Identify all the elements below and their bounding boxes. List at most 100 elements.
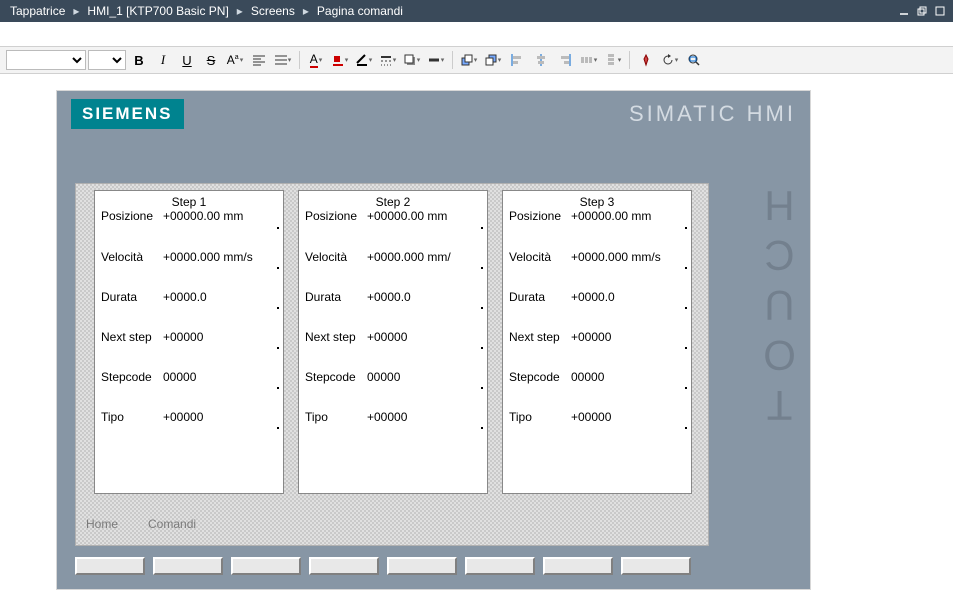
breadcrumb-item[interactable]: Pagina comandi	[313, 4, 407, 18]
align-objects-center-button[interactable]	[530, 49, 552, 71]
font-family-select[interactable]	[6, 50, 86, 70]
field-value[interactable]: 00000	[159, 370, 277, 384]
breadcrumb-item[interactable]: Screens	[247, 4, 299, 18]
function-key-f1[interactable]	[75, 557, 145, 575]
distribute-horizontal-button[interactable]: ▾	[578, 49, 600, 71]
line-width-button[interactable]: ▾	[425, 49, 447, 71]
field-label: Durata	[101, 290, 159, 304]
bring-forward-button[interactable]: ▾	[458, 49, 480, 71]
field-label: Next step	[305, 330, 363, 344]
field-value[interactable]: +00000	[567, 330, 685, 344]
step-panel-2[interactable]: Step 2 Posizione+00000.00 mm Velocità+00…	[298, 190, 488, 494]
hmi-device-frame: SIEMENS SIMATIC HMI TOUCH Step 1 Posizio…	[57, 91, 810, 589]
titlebar: Tappatrice ▸ HMI_1 [KTP700 Basic PN] ▸ S…	[0, 0, 953, 22]
field-label: Stepcode	[509, 370, 567, 384]
line-style-button[interactable]: ▾	[377, 49, 399, 71]
font-effects-button[interactable]: Aa▾	[224, 49, 246, 71]
zoom-fit-button[interactable]	[683, 49, 705, 71]
field-value[interactable]: +0000.000 mm/s	[159, 250, 277, 264]
field-label: Durata	[305, 290, 363, 304]
minimize-button[interactable]	[897, 5, 911, 17]
align-objects-left-button[interactable]	[506, 49, 528, 71]
strikethrough-button[interactable]: S	[200, 49, 222, 71]
screen-nav: Home Comandi	[86, 517, 196, 531]
field-label: Tipo	[509, 410, 567, 424]
field-value[interactable]: +0000.000 mm/s	[567, 250, 685, 264]
field-value[interactable]: +00000	[363, 330, 481, 344]
line-color-button[interactable]: ▾	[353, 49, 375, 71]
simatic-label: SIMATIC HMI	[629, 101, 796, 127]
field-value[interactable]: +00000	[159, 330, 277, 344]
field-label: Velocità	[101, 250, 159, 264]
field-label: Tipo	[305, 410, 363, 424]
field-value[interactable]: 00000	[363, 370, 481, 384]
function-key-f3[interactable]	[231, 557, 301, 575]
field-value[interactable]: +00000.00 mm	[159, 209, 277, 223]
step-title: Step 1	[95, 191, 283, 209]
field-value[interactable]: +0000.0	[567, 290, 685, 304]
font-size-select[interactable]	[88, 50, 126, 70]
field-value[interactable]: +0000.000 mm/	[363, 250, 481, 264]
step-title: Step 3	[503, 191, 691, 209]
field-label: Velocità	[305, 250, 363, 264]
font-color-button[interactable]: A▾	[305, 49, 327, 71]
field-label: Posizione	[101, 209, 159, 223]
bold-button[interactable]: B	[128, 49, 150, 71]
nav-home-button[interactable]: Home	[86, 517, 118, 531]
step-title: Step 2	[299, 191, 487, 209]
field-label: Next step	[509, 330, 567, 344]
function-key-f4[interactable]	[309, 557, 379, 575]
shadow-button[interactable]: ▾	[401, 49, 423, 71]
breadcrumb-item[interactable]: HMI_1 [KTP700 Basic PN]	[83, 4, 232, 18]
send-backward-button[interactable]: ▾	[482, 49, 504, 71]
nav-comandi-button[interactable]: Comandi	[148, 517, 196, 531]
field-label: Stepcode	[101, 370, 159, 384]
align-objects-right-button[interactable]	[554, 49, 576, 71]
function-key-f5[interactable]	[387, 557, 457, 575]
field-label: Posizione	[509, 209, 567, 223]
fill-color-button[interactable]: ▾	[329, 49, 351, 71]
siemens-logo: SIEMENS	[71, 99, 184, 129]
text-toolbar: B I U S Aa▾ ▾ A▾ ▾ ▾ ▾ ▾ ▾ ▾ ▾ ▾ ▾ ▾	[0, 46, 953, 74]
field-value[interactable]: +00000	[567, 410, 685, 424]
function-key-f2[interactable]	[153, 557, 223, 575]
function-keys	[75, 557, 691, 575]
device-header: SIEMENS SIMATIC HMI	[71, 99, 796, 129]
field-label: Next step	[101, 330, 159, 344]
field-value[interactable]: +00000.00 mm	[567, 209, 685, 223]
field-value[interactable]: +00000.00 mm	[363, 209, 481, 223]
field-label: Velocità	[509, 250, 567, 264]
field-label: Tipo	[101, 410, 159, 424]
function-key-f8[interactable]	[621, 557, 691, 575]
field-label: Posizione	[305, 209, 363, 223]
work-area[interactable]: SIEMENS SIMATIC HMI TOUCH Step 1 Posizio…	[0, 74, 953, 583]
align-spacing-button[interactable]: ▾	[272, 49, 294, 71]
field-label: Durata	[509, 290, 567, 304]
function-key-f6[interactable]	[465, 557, 535, 575]
hmi-screen[interactable]: Step 1 Posizione+00000.00 mm Velocità+00…	[75, 183, 709, 546]
chevron-right-icon: ▸	[69, 4, 83, 18]
field-value[interactable]: +0000.0	[159, 290, 277, 304]
restore-button[interactable]	[915, 5, 929, 17]
italic-button[interactable]: I	[152, 49, 174, 71]
field-value[interactable]: 00000	[567, 370, 685, 384]
step-panel-1[interactable]: Step 1 Posizione+00000.00 mm Velocità+00…	[94, 190, 284, 494]
rotate-button[interactable]: ▾	[659, 49, 681, 71]
touch-side-label: TOUCH	[756, 179, 804, 429]
maximize-button[interactable]	[933, 5, 947, 17]
chevron-right-icon: ▸	[233, 4, 247, 18]
step-panel-3[interactable]: Step 3 Posizione+00000.00 mm Velocità+00…	[502, 190, 692, 494]
align-left-button[interactable]	[248, 49, 270, 71]
function-key-f7[interactable]	[543, 557, 613, 575]
field-value[interactable]: +0000.0	[363, 290, 481, 304]
breadcrumb-item[interactable]: Tappatrice	[6, 4, 69, 18]
pin-button[interactable]	[635, 49, 657, 71]
field-value[interactable]: +00000	[159, 410, 277, 424]
field-value[interactable]: +00000	[363, 410, 481, 424]
canvas[interactable]: SIEMENS SIMATIC HMI TOUCH Step 1 Posizio…	[56, 90, 811, 590]
distribute-vertical-button[interactable]: ▾	[602, 49, 624, 71]
toolbar-gap	[0, 22, 953, 46]
underline-button[interactable]: U	[176, 49, 198, 71]
chevron-right-icon: ▸	[299, 4, 313, 18]
field-label: Stepcode	[305, 370, 363, 384]
